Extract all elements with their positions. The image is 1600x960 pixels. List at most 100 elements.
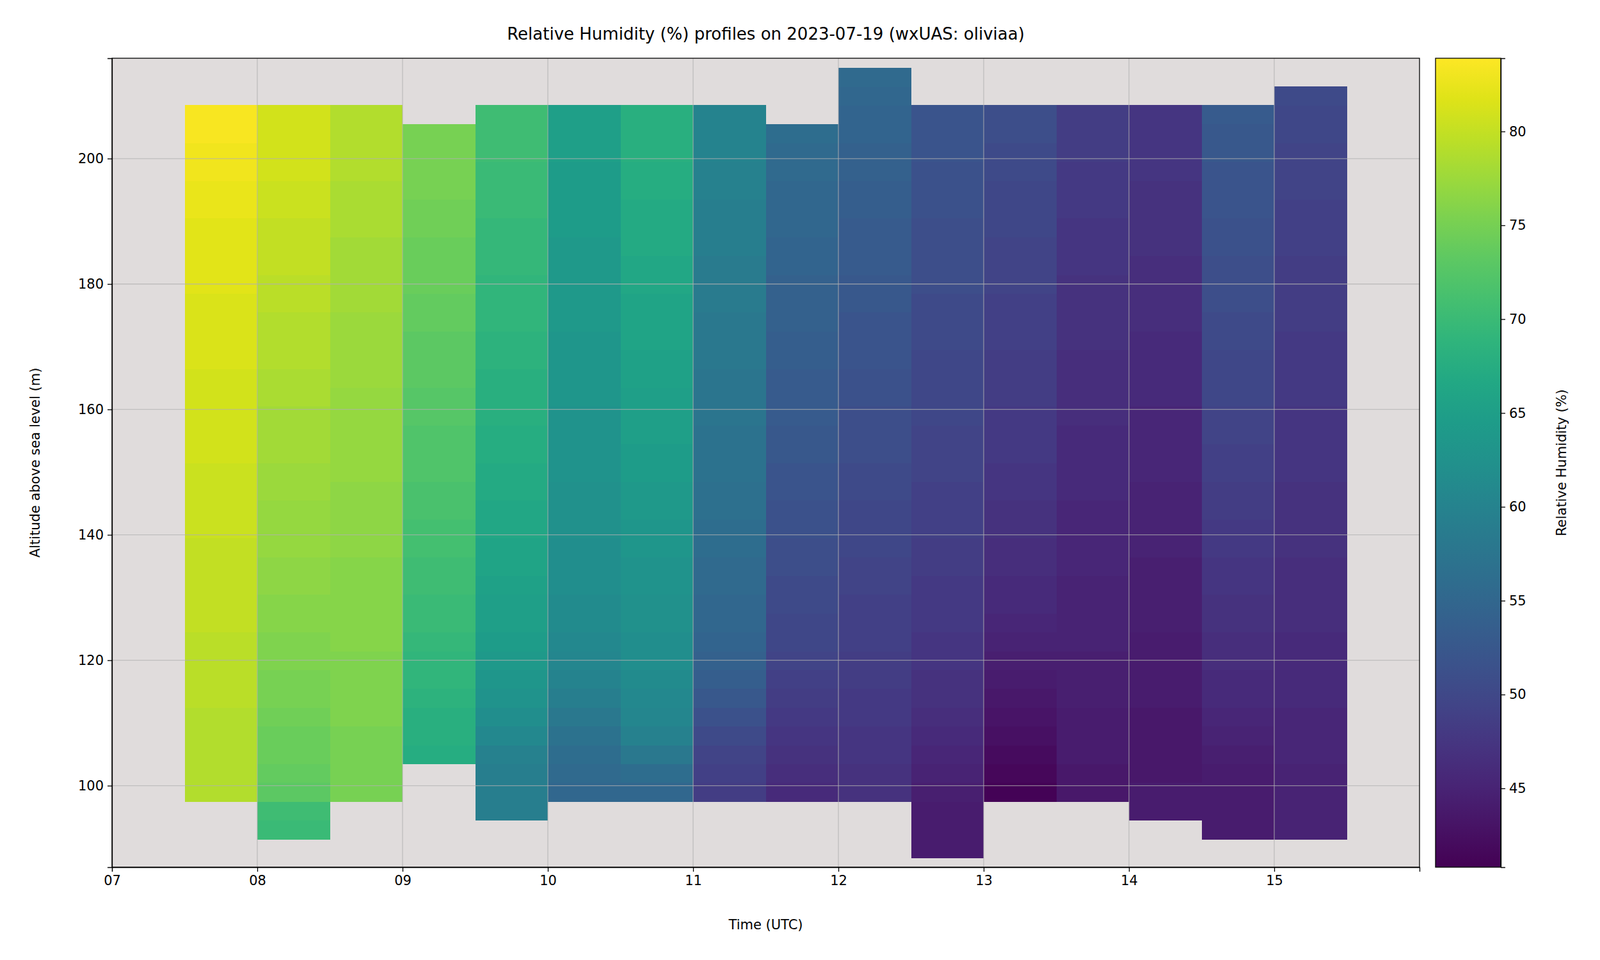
cell [330, 744, 404, 765]
cell [693, 688, 767, 708]
cell [1201, 481, 1275, 501]
cell [838, 256, 912, 276]
cell [330, 594, 404, 614]
cell [1201, 801, 1275, 821]
cell [184, 613, 258, 633]
colorbar-tick-mark [1500, 506, 1506, 508]
cell [547, 669, 621, 689]
cell [547, 424, 621, 445]
cell [1201, 104, 1275, 125]
x-tick-label: 13 [975, 872, 993, 889]
y-tick-label: 140 [78, 527, 104, 543]
cell [838, 688, 912, 708]
cell [547, 368, 621, 388]
cell [1201, 387, 1275, 407]
y-tick-label: 200 [78, 151, 104, 167]
cell [330, 312, 404, 332]
cell [547, 236, 621, 256]
cell [547, 594, 621, 614]
x-tick-label: 10 [539, 872, 557, 889]
cell [184, 104, 258, 125]
cell [983, 444, 1057, 464]
cell [547, 519, 621, 539]
cell [1128, 594, 1202, 614]
cell [547, 387, 621, 407]
cell [1274, 688, 1348, 708]
cell [1274, 199, 1348, 219]
cell [257, 820, 331, 840]
cell [766, 368, 840, 388]
cell [547, 481, 621, 501]
cell [693, 199, 767, 219]
cell [330, 350, 404, 370]
cell [547, 444, 621, 464]
cell [766, 763, 840, 783]
cell [620, 368, 694, 388]
cell [911, 632, 985, 652]
cell [693, 462, 767, 482]
cell [1128, 669, 1202, 689]
cell [402, 368, 476, 388]
cell [257, 519, 331, 539]
cell [1274, 481, 1348, 501]
cell [1201, 199, 1275, 219]
cell [402, 199, 476, 219]
cell [475, 161, 549, 182]
cell [1274, 500, 1348, 520]
cell [693, 236, 767, 256]
cell [620, 594, 694, 614]
title: Relative Humidity (%) profiles on 2023-0… [506, 24, 1025, 44]
cell [402, 594, 476, 614]
cell [1128, 519, 1202, 539]
cell [983, 594, 1057, 614]
cell [475, 594, 549, 614]
cell [983, 519, 1057, 539]
cell [620, 538, 694, 558]
cell [547, 142, 621, 162]
cell [838, 180, 912, 200]
cell [1201, 613, 1275, 633]
cell [620, 104, 694, 125]
x-tick-mark [1274, 867, 1275, 872]
colorbar-tick-mark [1500, 131, 1506, 132]
cell [1056, 726, 1130, 746]
grid-line [983, 58, 984, 868]
cell [1128, 538, 1202, 558]
x-axis: 070809101112131415 [103, 867, 1420, 889]
cell [257, 481, 331, 501]
cell [402, 218, 476, 238]
cell [693, 669, 767, 689]
colorbar-tick-label: 45 [1509, 780, 1527, 797]
cell [620, 218, 694, 238]
cell [983, 632, 1057, 652]
cell [330, 124, 404, 144]
cell [838, 613, 912, 633]
cell [257, 462, 331, 482]
cell [838, 312, 912, 332]
cell [330, 519, 404, 539]
cell [475, 180, 549, 200]
cell [693, 104, 767, 125]
cell [911, 519, 985, 539]
cell [184, 199, 258, 219]
x-tick: 15 [1265, 867, 1284, 889]
cell [184, 350, 258, 370]
cell [1128, 613, 1202, 633]
y-tick: 200 [78, 151, 112, 167]
cell [620, 613, 694, 633]
cell [1201, 256, 1275, 276]
cell [838, 142, 912, 162]
cell [184, 688, 258, 708]
cells [184, 67, 1348, 859]
cell [1274, 763, 1348, 783]
colorbar-axis: 4550556065707580 [1500, 58, 1527, 868]
cell [911, 462, 985, 482]
cell [402, 312, 476, 332]
cell [257, 161, 331, 182]
colorbar-tick: 45 [1500, 780, 1527, 797]
y-tick: 140 [78, 527, 112, 543]
cell [766, 124, 840, 144]
cell [257, 556, 331, 576]
cell [330, 293, 404, 313]
cell [1274, 236, 1348, 256]
